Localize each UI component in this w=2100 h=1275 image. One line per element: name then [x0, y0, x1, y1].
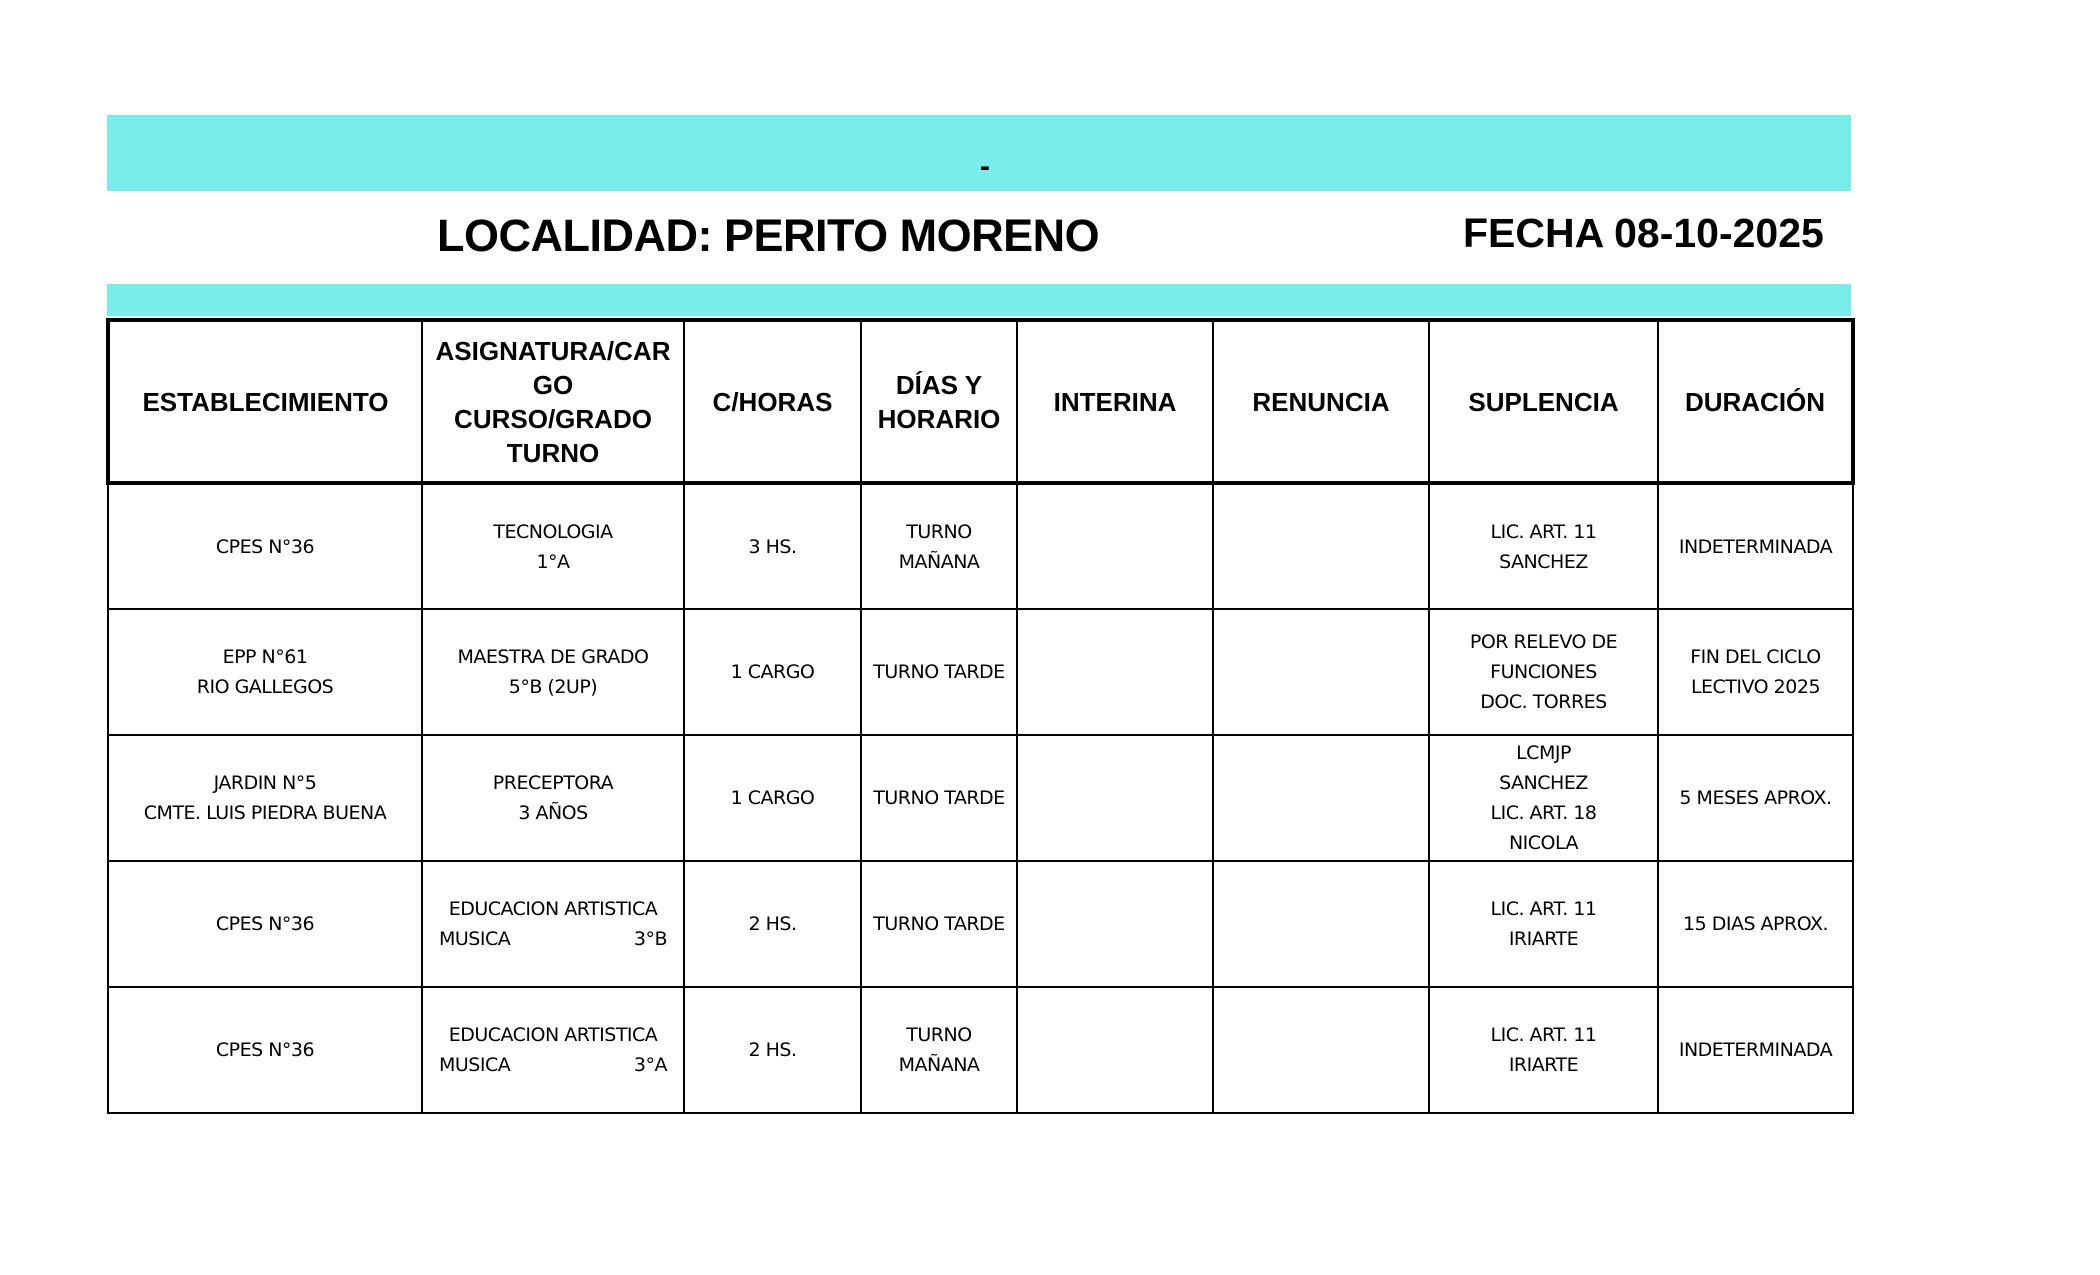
designaciones-table: ESTABLECIMIENTO ASIGNATURA/CAR GO CURSO/… — [106, 318, 1855, 1114]
cell-duracion: 15 DIAS APROX. — [1657, 860, 1854, 988]
cell-horas: 3 HS. — [683, 482, 862, 610]
cell-asignatura: TECNOLOGIA 1°A — [421, 482, 685, 610]
cell-horas: 1 CARGO — [683, 734, 862, 862]
col-header-duracion: DURACIÓN — [1657, 318, 1855, 485]
cell-duracion: 5 MESES APROX. — [1657, 734, 1854, 862]
cell-asignatura: EDUCACION ARTISTICA MUSICA 3°B — [421, 860, 685, 988]
cell-renuncia — [1212, 734, 1430, 862]
table-row: CPES N°36 TECNOLOGIA 1°A 3 HS. TURNO MAÑ… — [107, 482, 1854, 610]
cell-renuncia — [1212, 482, 1430, 610]
cell-interina — [1016, 734, 1214, 862]
asignatura-line1: EDUCACION ARTISTICA — [448, 898, 658, 920]
cell-renuncia — [1212, 608, 1430, 736]
cell-horario: TURNO TARDE — [860, 734, 1018, 862]
cell-asignatura: EDUCACION ARTISTICA MUSICA 3°A — [421, 986, 685, 1114]
cell-establecimiento: JARDIN N°5 CMTE. LUIS PIEDRA BUENA — [107, 734, 423, 862]
cell-establecimiento: CPES N°36 — [107, 860, 423, 988]
header-band-bottom — [107, 284, 1851, 316]
asignatura-curso: 3°B — [633, 928, 668, 950]
table-row: EPP N°61 RIO GALLEGOS MAESTRA DE GRADO 5… — [107, 608, 1854, 736]
asignatura-line1: EDUCACION ARTISTICA — [448, 1024, 658, 1046]
cell-horas: 2 HS. — [683, 860, 862, 988]
localidad-title: LOCALIDAD: PERITO MORENO — [437, 210, 1100, 261]
table-row: JARDIN N°5 CMTE. LUIS PIEDRA BUENA PRECE… — [107, 734, 1854, 862]
col-header-renuncia: RENUNCIA — [1212, 318, 1430, 485]
col-header-horas: C/HORAS — [683, 318, 862, 485]
cell-asignatura: PRECEPTORA 3 AÑOS — [421, 734, 685, 862]
asignatura-materia: MUSICA — [439, 928, 511, 950]
fecha-label: FECHA 08-10-2025 — [1463, 210, 1824, 256]
cell-horario: TURNO MAÑANA — [860, 986, 1018, 1114]
cell-horario: TURNO MAÑANA — [860, 482, 1018, 610]
col-header-asignatura: ASIGNATURA/CAR GO CURSO/GRADO TURNO — [421, 318, 685, 485]
cell-establecimiento: CPES N°36 — [107, 482, 423, 610]
cell-establecimiento: CPES N°36 — [107, 986, 423, 1114]
cell-suplencia: LIC. ART. 11 SANCHEZ — [1428, 482, 1659, 610]
band-text: - — [980, 150, 990, 183]
cell-interina — [1016, 986, 1214, 1114]
cell-renuncia — [1212, 986, 1430, 1114]
table-row: CPES N°36 EDUCACION ARTISTICA MUSICA 3°A … — [107, 986, 1854, 1114]
cell-duracion: FIN DEL CICLO LECTIVO 2025 — [1657, 608, 1854, 736]
col-header-horario: DÍAS Y HORARIO — [860, 318, 1018, 485]
cell-suplencia: POR RELEVO DE FUNCIONES DOC. TORRES — [1428, 608, 1659, 736]
col-header-establecimiento: ESTABLECIMIENTO — [106, 318, 423, 485]
cell-asignatura: MAESTRA DE GRADO 5°B (2UP) — [421, 608, 685, 736]
cell-interina — [1016, 608, 1214, 736]
cell-horas: 1 CARGO — [683, 608, 862, 736]
cell-renuncia — [1212, 860, 1430, 988]
cell-horario: TURNO TARDE — [860, 608, 1018, 736]
col-header-suplencia: SUPLENCIA — [1428, 318, 1659, 485]
cell-duracion: INDETERMINADA — [1657, 482, 1854, 610]
asignatura-materia: MUSICA — [439, 1054, 511, 1076]
cell-horario: TURNO TARDE — [860, 860, 1018, 988]
cell-suplencia: LCMJP SANCHEZ LIC. ART. 18 NICOLA — [1428, 734, 1659, 862]
header-band-top — [107, 115, 1851, 191]
col-header-interina: INTERINA — [1016, 318, 1214, 485]
cell-horas: 2 HS. — [683, 986, 862, 1114]
cell-suplencia: LIC. ART. 11 IRIARTE — [1428, 860, 1659, 988]
cell-duracion: INDETERMINADA — [1657, 986, 1854, 1114]
cell-interina — [1016, 482, 1214, 610]
cell-interina — [1016, 860, 1214, 988]
table-row: CPES N°36 EDUCACION ARTISTICA MUSICA 3°B … — [107, 860, 1854, 988]
cell-establecimiento: EPP N°61 RIO GALLEGOS — [107, 608, 423, 736]
cell-suplencia: LIC. ART. 11 IRIARTE — [1428, 986, 1659, 1114]
table-header-row: ESTABLECIMIENTO ASIGNATURA/CAR GO CURSO/… — [106, 318, 1855, 485]
asignatura-curso: 3°A — [633, 1054, 668, 1076]
